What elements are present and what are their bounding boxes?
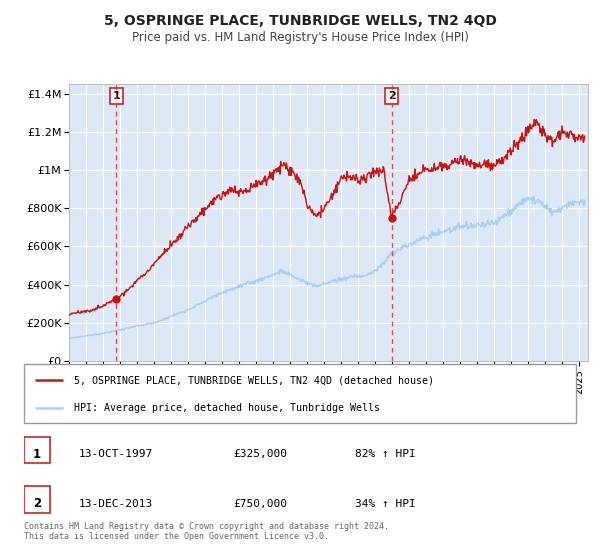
Text: 34% ↑ HPI: 34% ↑ HPI xyxy=(355,498,416,508)
Text: 1: 1 xyxy=(113,91,121,101)
Text: HPI: Average price, detached house, Tunbridge Wells: HPI: Average price, detached house, Tunb… xyxy=(74,403,380,413)
Text: Price paid vs. HM Land Registry's House Price Index (HPI): Price paid vs. HM Land Registry's House … xyxy=(131,31,469,44)
Text: 13-OCT-1997: 13-OCT-1997 xyxy=(79,449,154,459)
FancyBboxPatch shape xyxy=(24,364,576,423)
Text: Contains HM Land Registry data © Crown copyright and database right 2024.
This d: Contains HM Land Registry data © Crown c… xyxy=(24,522,389,542)
Text: 82% ↑ HPI: 82% ↑ HPI xyxy=(355,449,416,459)
FancyBboxPatch shape xyxy=(24,437,50,464)
FancyBboxPatch shape xyxy=(24,486,50,513)
Text: 1: 1 xyxy=(33,447,41,461)
Text: 5, OSPRINGE PLACE, TUNBRIDGE WELLS, TN2 4QD: 5, OSPRINGE PLACE, TUNBRIDGE WELLS, TN2 … xyxy=(104,14,496,28)
Text: 2: 2 xyxy=(33,497,41,510)
Text: 2: 2 xyxy=(388,91,395,101)
Text: £750,000: £750,000 xyxy=(234,498,288,508)
Text: 5, OSPRINGE PLACE, TUNBRIDGE WELLS, TN2 4QD (detached house): 5, OSPRINGE PLACE, TUNBRIDGE WELLS, TN2 … xyxy=(74,375,434,385)
Text: 13-DEC-2013: 13-DEC-2013 xyxy=(79,498,154,508)
Text: £325,000: £325,000 xyxy=(234,449,288,459)
